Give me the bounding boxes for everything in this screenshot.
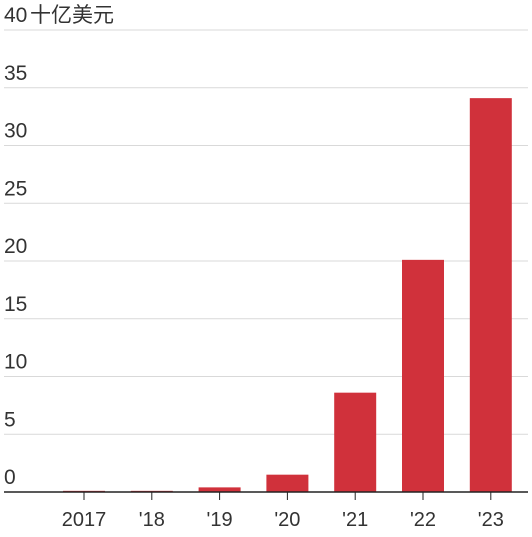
x-axis [4, 491, 528, 500]
bars [63, 98, 512, 493]
y-tick-label-5: 5 [4, 408, 16, 431]
bar-'22 [402, 259, 444, 492]
x-tick-label-2017: 2017 [62, 509, 107, 531]
x-tick-label-'19: '19 [207, 509, 233, 531]
y-tick-label-30: 30 [4, 120, 27, 143]
y-tick-label-25: 25 [4, 177, 27, 200]
bar-'20 [266, 474, 309, 492]
x-tick-label-'20: '20 [274, 509, 300, 531]
y-tick-label-0: 0 [4, 466, 16, 489]
y-axis-ticks: 0 5 10 15 20 25 30 35 40 十亿美元 [4, 4, 114, 489]
x-tick-label-'21: '21 [342, 509, 368, 531]
x-tick-label-'23: '23 [478, 509, 504, 531]
y-tick-label-10: 10 [4, 351, 27, 374]
y-tick-label-15: 15 [4, 293, 27, 316]
y-tick-label-35: 35 [4, 62, 27, 85]
bar-'23 [469, 98, 512, 493]
y-tick-label-20: 20 [4, 235, 27, 258]
gridlines [4, 29, 528, 435]
bar-'19 [198, 487, 241, 492]
y-tick-label-40: 40 [4, 4, 27, 27]
x-tick-label-'22: '22 [410, 509, 436, 531]
x-axis-ticks: 2017 '18 '19 '20 '21 '22 '23 [62, 509, 504, 531]
bar-'21 [334, 392, 377, 492]
x-tick-label-'18: '18 [139, 509, 165, 531]
y-unit-label: 十亿美元 [30, 4, 114, 27]
